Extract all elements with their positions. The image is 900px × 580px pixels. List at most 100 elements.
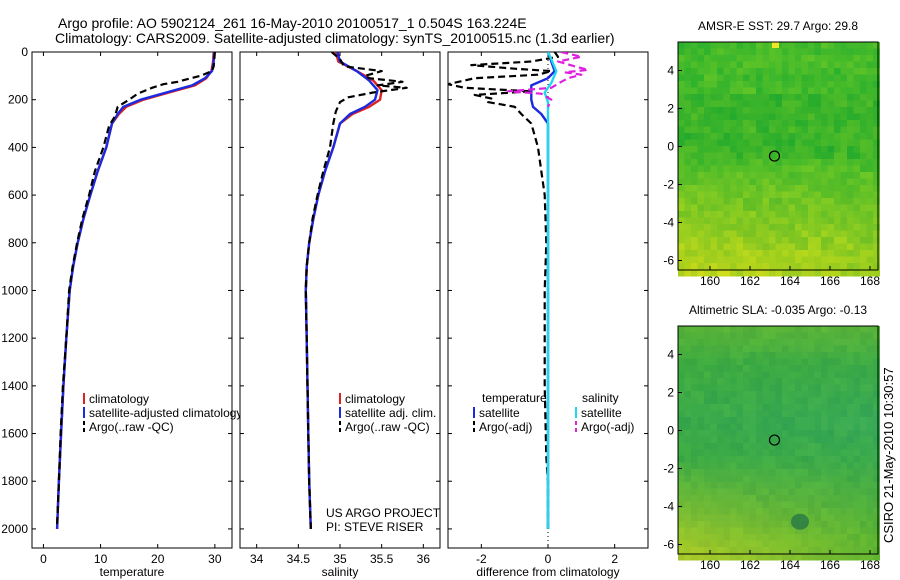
- heatmap-cell: [756, 527, 763, 535]
- heatmap-cell: [730, 250, 737, 257]
- heatmap-cell: [847, 250, 854, 257]
- heatmap-cell: [762, 81, 770, 88]
- heatmap-cell: [834, 404, 841, 411]
- heatmap-cell: [795, 436, 802, 444]
- heatmap-cell: [853, 553, 861, 561]
- heatmap-cell: [697, 397, 705, 405]
- heatmap-cell: [808, 352, 815, 359]
- heatmap-cell: [736, 211, 744, 218]
- heatmap-cell: [684, 48, 692, 56]
- heatmap-cell: [788, 178, 796, 186]
- heatmap-cell: [814, 107, 822, 114]
- heatmap-cell: [723, 469, 731, 476]
- temperature-series-satellite-adjusted-climatology: [55, 52, 216, 529]
- heatmap-cell: [717, 165, 724, 173]
- heatmap-cell: [710, 152, 718, 160]
- heatmap-cell: [697, 159, 705, 166]
- heatmap-cell: [860, 269, 867, 277]
- heatmap-cell: [769, 430, 776, 437]
- heatmap-cell: [834, 237, 841, 244]
- heatmap-cell: [840, 508, 848, 515]
- heatmap-cell: [710, 159, 718, 166]
- heatmap-cell: [782, 172, 789, 179]
- heatmap-cell: [847, 553, 854, 561]
- heatmap-cell: [814, 462, 822, 470]
- heatmap-cell: [691, 243, 698, 251]
- heatmap-cell: [684, 100, 692, 108]
- heatmap-cell: [717, 521, 724, 528]
- heatmap-cell: [704, 482, 711, 489]
- heatmap-cell: [827, 87, 835, 95]
- heatmap-cell: [684, 469, 692, 476]
- heatmap-cell: [847, 527, 854, 535]
- heatmap-cell: [730, 74, 737, 82]
- heatmap-cell: [691, 534, 698, 541]
- heatmap-cell: [827, 352, 835, 359]
- heatmap-cell: [704, 397, 711, 405]
- heatmap-cell: [723, 417, 731, 424]
- heatmap-cell: [834, 152, 841, 160]
- heatmap-cell: [860, 326, 867, 333]
- heatmap-cell: [723, 371, 731, 379]
- heatmap-cell: [775, 165, 783, 173]
- heatmap-cell: [717, 378, 724, 385]
- heatmap-cell: [782, 391, 789, 398]
- heatmap-cell: [717, 339, 724, 346]
- heatmap-cell: [801, 126, 809, 134]
- heatmap-cell: [866, 191, 874, 199]
- sla_map-y-tick-label: -6: [663, 538, 674, 552]
- heatmap-cell: [684, 198, 692, 205]
- heatmap-cell: [795, 256, 802, 264]
- heatmap-cell: [749, 365, 757, 372]
- heatmap-cell: [678, 462, 685, 470]
- heatmap-cell: [717, 430, 724, 437]
- heatmap-cell: [730, 146, 737, 153]
- heatmap-cell: [730, 68, 737, 75]
- heatmap-cell: [821, 527, 828, 535]
- sla_map-x-tick-label: 168: [860, 558, 880, 572]
- heatmap-cell: [743, 326, 750, 333]
- heatmap-cell: [723, 87, 731, 95]
- heatmap-cell: [749, 378, 757, 385]
- heatmap-cell: [840, 365, 848, 372]
- heatmap-cell: [788, 508, 796, 515]
- heatmap-cell: [775, 87, 783, 95]
- heatmap-cell: [756, 332, 763, 340]
- heatmap-cell: [775, 326, 783, 333]
- heatmap-cell: [691, 87, 698, 95]
- heatmap-cell: [827, 204, 835, 212]
- heatmap-cell: [808, 81, 815, 88]
- heatmap-cell: [769, 204, 776, 212]
- heatmap-cell: [723, 224, 731, 231]
- heatmap-cell: [723, 410, 731, 418]
- heatmap-cell: [873, 139, 880, 147]
- heatmap-cell: [873, 371, 880, 379]
- heatmap-cell: [814, 133, 822, 140]
- heatmap-cell: [860, 113, 867, 121]
- heatmap-cell: [866, 217, 874, 225]
- heatmap-cell: [684, 397, 692, 405]
- heatmap-cell: [769, 55, 776, 62]
- heatmap-cell: [762, 345, 770, 353]
- heatmap-cell: [743, 540, 750, 548]
- heatmap-cell: [749, 263, 757, 270]
- heatmap-cell: [853, 230, 861, 238]
- heatmap-cell: [678, 358, 685, 366]
- heatmap-cell: [684, 172, 692, 179]
- heatmap-cell: [788, 230, 796, 238]
- heatmap-cell: [723, 339, 731, 346]
- heatmap-cell: [736, 326, 744, 333]
- heatmap-cell: [853, 42, 861, 49]
- heatmap-cell: [840, 55, 848, 62]
- heatmap-cell: [717, 152, 724, 160]
- heatmap-cell: [827, 547, 835, 554]
- heatmap-cell: [860, 165, 867, 173]
- heatmap-cell: [808, 443, 815, 450]
- heatmap-cell: [691, 488, 698, 496]
- heatmap-cell: [691, 230, 698, 238]
- heatmap-cell: [717, 139, 724, 147]
- heatmap-cell: [723, 68, 731, 75]
- heatmap-cell: [769, 553, 776, 561]
- heatmap-cell: [853, 74, 861, 82]
- heatmap-cell: [866, 55, 874, 62]
